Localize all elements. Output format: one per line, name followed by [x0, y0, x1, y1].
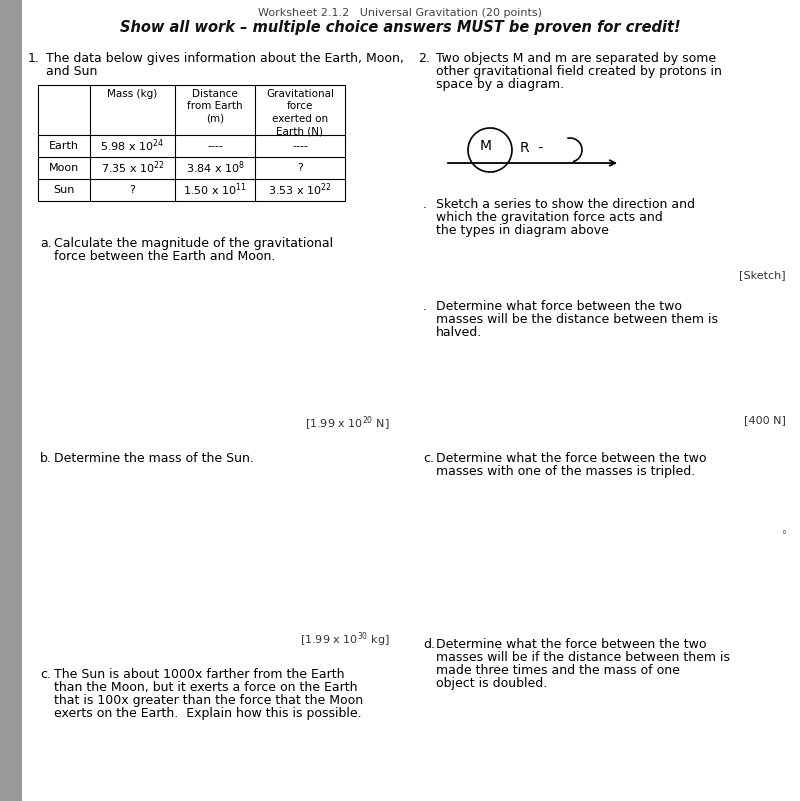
Text: [400 N]: [400 N] [744, 415, 786, 425]
Text: than the Moon, but it exerts a force on the Earth: than the Moon, but it exerts a force on … [54, 681, 358, 694]
Text: other gravitational field created by protons in: other gravitational field created by pro… [436, 65, 722, 78]
Text: b.: b. [40, 452, 52, 465]
Text: R  -: R - [520, 141, 544, 155]
Text: Distance
from Earth
(m): Distance from Earth (m) [187, 89, 243, 124]
Text: °: ° [782, 530, 786, 540]
Text: 3.53 x 10$^{22}$: 3.53 x 10$^{22}$ [268, 182, 332, 199]
Text: c.: c. [40, 668, 51, 681]
Text: [1.99 x 10$^{30}$ kg]: [1.99 x 10$^{30}$ kg] [300, 630, 390, 649]
Text: and Sun: and Sun [46, 65, 98, 78]
Text: ----: ---- [292, 141, 308, 151]
Text: Determine what the force between the two: Determine what the force between the two [436, 638, 706, 651]
Text: halved.: halved. [436, 326, 482, 339]
Text: masses with one of the masses is tripled.: masses with one of the masses is tripled… [436, 465, 695, 478]
Text: d.: d. [423, 638, 435, 651]
Text: the types in diagram above: the types in diagram above [436, 224, 609, 237]
Text: .: . [423, 300, 427, 313]
Text: Determine the mass of the Sun.: Determine the mass of the Sun. [54, 452, 254, 465]
Text: ?: ? [297, 163, 303, 173]
Text: made three times and the mass of one: made three times and the mass of one [436, 664, 680, 677]
Text: Sketch a series to show the direction and: Sketch a series to show the direction an… [436, 198, 695, 211]
Text: masses will be the distance between them is: masses will be the distance between them… [436, 313, 718, 326]
Text: object is doubled.: object is doubled. [436, 677, 547, 690]
Text: Sun: Sun [54, 185, 74, 195]
Text: Show all work – multiple choice answers MUST be proven for credit!: Show all work – multiple choice answers … [120, 20, 680, 35]
Text: which the gravitation force acts and: which the gravitation force acts and [436, 211, 662, 224]
Text: 1.50 x 10$^{11}$: 1.50 x 10$^{11}$ [183, 182, 247, 199]
Bar [0, 0, 22, 801]
Text: that is 100x greater than the force that the Moon: that is 100x greater than the force that… [54, 694, 363, 707]
Text: 3.84 x 10$^{8}$: 3.84 x 10$^{8}$ [186, 159, 244, 176]
Text: Calculate the magnitude of the gravitational: Calculate the magnitude of the gravitati… [54, 237, 333, 250]
Text: [1.99 x 10$^{20}$ N]: [1.99 x 10$^{20}$ N] [306, 415, 390, 433]
Text: ?: ? [130, 185, 135, 195]
Text: 7.35 x 10$^{22}$: 7.35 x 10$^{22}$ [101, 159, 164, 176]
Text: 2.: 2. [418, 52, 430, 65]
Text: The Sun is about 1000x farther from the Earth: The Sun is about 1000x farther from the … [54, 668, 345, 681]
Text: c.: c. [423, 452, 434, 465]
Text: Mass (kg): Mass (kg) [107, 89, 158, 99]
Text: Gravitational
force
exerted on
Earth (N): Gravitational force exerted on Earth (N) [266, 89, 334, 136]
Text: Two objects M and m are separated by some: Two objects M and m are separated by som… [436, 52, 716, 65]
Text: force between the Earth and Moon.: force between the Earth and Moon. [54, 250, 275, 263]
Text: a.: a. [40, 237, 52, 250]
Text: The data below gives information about the Earth, Moon,: The data below gives information about t… [46, 52, 404, 65]
Text: [Sketch]: [Sketch] [739, 270, 786, 280]
Text: exerts on the Earth.  Explain how this is possible.: exerts on the Earth. Explain how this is… [54, 707, 362, 720]
Text: space by a diagram.: space by a diagram. [436, 78, 564, 91]
Text: Earth: Earth [49, 141, 79, 151]
Text: ----: ---- [207, 141, 223, 151]
Text: Determine what force between the two: Determine what force between the two [436, 300, 682, 313]
Text: Moon: Moon [49, 163, 79, 173]
Text: Worksheet 2.1.2   Universal Gravitation (20 points): Worksheet 2.1.2 Universal Gravitation (2… [258, 8, 542, 18]
Text: M: M [480, 139, 492, 153]
Text: masses will be if the distance between them is: masses will be if the distance between t… [436, 651, 730, 664]
Text: 5.98 x 10$^{24}$: 5.98 x 10$^{24}$ [101, 138, 165, 155]
Text: Determine what the force between the two: Determine what the force between the two [436, 452, 706, 465]
Text: .: . [423, 198, 427, 211]
Text: 1.: 1. [28, 52, 40, 65]
Bar [38, 85, 345, 201]
